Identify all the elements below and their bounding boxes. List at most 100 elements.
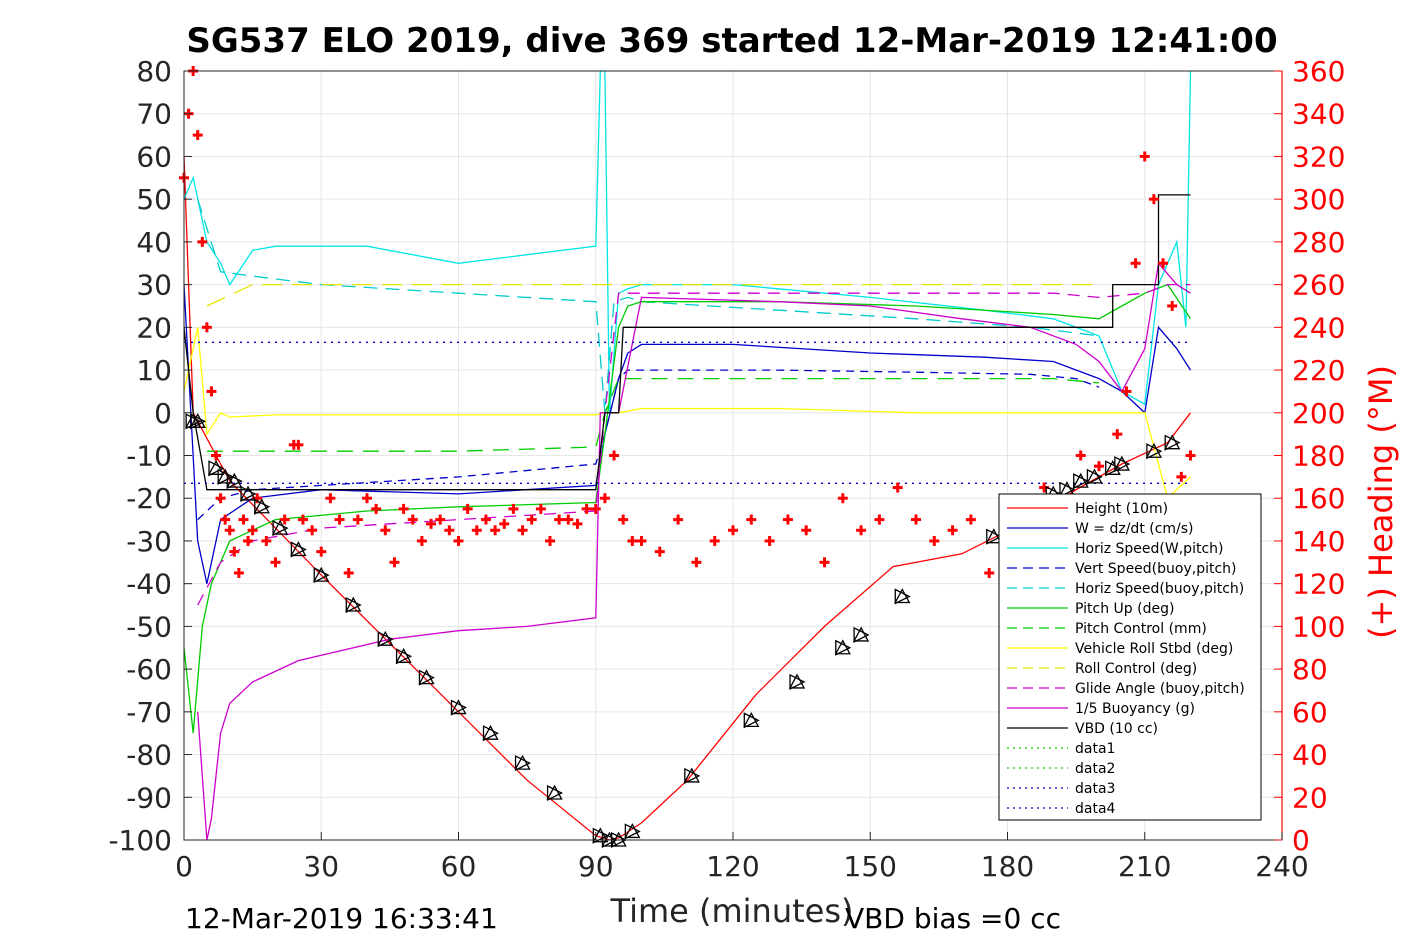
y2-tick-label: 280 <box>1292 226 1345 259</box>
height-marker <box>1104 459 1122 477</box>
heading-point <box>673 514 684 525</box>
legend-item: VBD (10 cc) <box>1007 721 1158 737</box>
y-tick-label: 10 <box>136 354 172 387</box>
heading-point <box>229 546 240 557</box>
y2-tick-label: 240 <box>1292 311 1345 344</box>
heading-point <box>462 503 473 514</box>
heading-point <box>352 514 363 525</box>
heading-point <box>984 567 995 578</box>
heading-point <box>782 514 793 525</box>
height-marker <box>290 541 307 558</box>
heading-point <box>243 535 254 546</box>
height-marker <box>683 767 701 784</box>
y2-tick-label: 0 <box>1292 824 1310 857</box>
legend-item: data2 <box>1007 761 1115 777</box>
heading-point <box>233 567 244 578</box>
heading-point <box>554 514 565 525</box>
heading-point <box>426 518 437 529</box>
heading-point <box>453 535 464 546</box>
height-marker <box>345 596 362 614</box>
y-tick-label: 40 <box>136 226 172 259</box>
heading-point <box>535 503 546 514</box>
y-tick-label: -10 <box>126 440 172 473</box>
height-marker <box>239 485 257 503</box>
heading-point <box>746 514 757 525</box>
heading-point <box>1185 450 1196 461</box>
legend-label: 1/5 Buoyancy (g) <box>1075 701 1195 717</box>
legend-item: Horiz Speed(W,pitch) <box>1007 541 1223 557</box>
y2-tick-label: 300 <box>1292 183 1345 216</box>
heading-point <box>407 514 418 525</box>
legend-label: VBD (10 cc) <box>1075 721 1158 737</box>
heading-point <box>362 493 372 504</box>
heading-point <box>297 514 308 525</box>
height-marker <box>546 784 564 802</box>
height-marker <box>226 472 243 490</box>
tick-labels: 80706050403020100-10-20-30-40-50-60-70-8… <box>108 55 1345 883</box>
legend-item: Vert Speed(buoy,pitch) <box>1007 561 1237 577</box>
y-tick-label: 70 <box>136 98 172 131</box>
heading-point <box>416 535 427 546</box>
heading-point <box>201 322 212 333</box>
heading-point <box>224 525 235 536</box>
height-marker <box>450 699 467 716</box>
series-line <box>197 199 1100 413</box>
y-tick-label: 50 <box>136 183 172 216</box>
heading-point <box>636 535 647 546</box>
heading-point <box>654 546 665 557</box>
legend-item: Pitch Control (mm) <box>1007 621 1207 637</box>
x-tick-label: 30 <box>303 850 339 883</box>
heading-point <box>206 386 217 397</box>
legend-label: Pitch Up (deg) <box>1075 601 1174 617</box>
legend-label: data2 <box>1075 761 1115 777</box>
heading-point <box>728 525 738 536</box>
x-tick-label: 0 <box>175 850 193 883</box>
chart-title: SG537 ELO 2019, dive 369 started 12-Mar-… <box>186 21 1277 61</box>
x-tick-label: 60 <box>441 850 477 883</box>
x-axis-label: Time (minutes) <box>610 892 854 930</box>
heading-point <box>197 236 208 247</box>
y-tick-label: -40 <box>126 568 172 601</box>
height-marker <box>514 754 532 772</box>
y2-tick-label: 40 <box>1292 739 1328 772</box>
legend-label: data1 <box>1075 741 1115 757</box>
height-marker <box>1164 434 1181 451</box>
series-line <box>206 377 1100 452</box>
footer-timestamp: 12-Mar-2019 16:33:41 <box>185 902 498 935</box>
y-tick-label: -20 <box>126 482 172 515</box>
height-marker <box>624 823 641 840</box>
heading-point <box>599 493 610 504</box>
x-tick-label: 240 <box>1255 850 1308 883</box>
legend-label: Height (10m) <box>1075 501 1168 517</box>
y-tick-label: -80 <box>126 739 172 772</box>
legend-label: Horiz Speed(buoy,pitch) <box>1075 581 1244 597</box>
heading-point <box>929 535 940 546</box>
y-tick-label: 30 <box>136 269 172 302</box>
heading-point <box>508 503 519 514</box>
legend-item: 1/5 Buoyancy (g) <box>1007 701 1195 717</box>
heading-point <box>892 482 903 493</box>
y-tick-label: -90 <box>126 781 172 814</box>
y2-tick-label: 360 <box>1292 55 1345 88</box>
heading-point <box>572 518 583 529</box>
y-tick-label: 20 <box>136 311 172 344</box>
y2-tick-label: 160 <box>1292 482 1345 515</box>
height-marker <box>395 647 413 665</box>
y-tick-label: -70 <box>126 696 172 729</box>
y2-tick-label: 60 <box>1292 696 1328 729</box>
heading-point <box>435 514 446 525</box>
footer-vbd-bias: VBD bias =0 cc <box>845 902 1061 935</box>
height-marker <box>1113 455 1131 473</box>
heading-point <box>279 514 290 525</box>
heading-point <box>270 557 281 568</box>
series-line <box>183 284 1192 584</box>
heading-point <box>764 535 775 546</box>
heading-point <box>293 439 304 450</box>
heading-point <box>334 514 345 525</box>
height-marker <box>985 528 1003 545</box>
legend-item: Pitch Up (deg) <box>1007 601 1174 617</box>
y2-tick-label: 260 <box>1292 269 1345 302</box>
height-marker <box>1145 442 1163 460</box>
legend-item: Height (10m) <box>1007 501 1168 517</box>
